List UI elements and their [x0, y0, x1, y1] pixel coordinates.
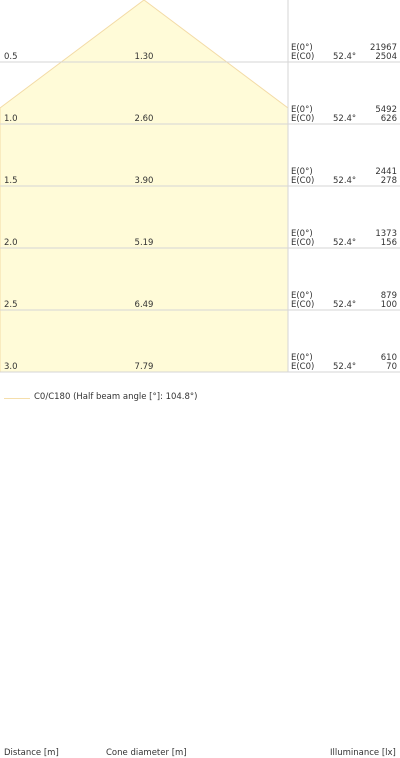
illuminance-c0-value: 70 — [386, 362, 397, 372]
illuminance-c0-value: 626 — [381, 114, 397, 124]
illuminance-max-value: 2441 — [375, 167, 397, 177]
illuminance-c0-label: E(C0) — [291, 300, 314, 310]
illuminance-c0-label: E(C0) — [291, 362, 314, 372]
illuminance-header: Illuminance [lx] — [330, 748, 396, 758]
illuminance-max-label: E(0°) — [291, 229, 313, 239]
half-angle-value: 52.4° — [333, 114, 356, 124]
illuminance-c0-label: E(C0) — [291, 176, 314, 186]
distance-value: 1.0 — [4, 114, 18, 124]
distance-value: 1.5 — [4, 176, 18, 186]
illuminance-max-value: 1373 — [375, 229, 397, 239]
distance-value: 3.0 — [4, 362, 18, 372]
half-angle-value: 52.4° — [333, 300, 356, 310]
cone-diameter-value: 7.79 — [135, 362, 154, 372]
illuminance-c0-label: E(C0) — [291, 238, 314, 248]
distance-header: Distance [m] — [4, 748, 59, 758]
illuminance-c0-label: E(C0) — [291, 52, 314, 62]
illuminance-max-value: 21967 — [370, 43, 397, 53]
cone-diameter-value: 1.30 — [135, 52, 154, 62]
half-angle-value: 52.4° — [333, 362, 356, 372]
illuminance-max-label: E(0°) — [291, 291, 313, 301]
illuminance-c0-value: 278 — [381, 176, 397, 186]
illuminance-max-value: 5492 — [375, 105, 397, 115]
illuminance-max-label: E(0°) — [291, 105, 313, 115]
cone-diameter-value: 5.19 — [135, 238, 154, 248]
cone-diameter-value: 3.90 — [135, 176, 154, 186]
half-angle-value: 52.4° — [333, 176, 356, 186]
illuminance-c0-value: 100 — [381, 300, 397, 310]
legend-label: C0/C180 (Half beam angle [°]: 104.8°) — [34, 392, 198, 402]
illuminance-max-label: E(0°) — [291, 167, 313, 177]
illuminance-max-label: E(0°) — [291, 43, 313, 53]
illuminance-c0-value: 156 — [381, 238, 397, 248]
cone-diameter-value: 6.49 — [135, 300, 154, 310]
cone-diameter-header: Cone diameter [m] — [106, 748, 187, 758]
illuminance-c0-label: E(C0) — [291, 114, 314, 124]
illuminance-max-label: E(0°) — [291, 353, 313, 363]
half-angle-value: 52.4° — [333, 52, 356, 62]
distance-value: 2.5 — [4, 300, 18, 310]
distance-value: 0.5 — [4, 52, 18, 62]
illuminance-max-value: 879 — [381, 291, 397, 301]
illuminance-c0-value: 2504 — [375, 52, 397, 62]
half-angle-value: 52.4° — [333, 238, 356, 248]
illuminance-max-value: 610 — [381, 353, 397, 363]
legend-swatch — [4, 398, 30, 399]
distance-value: 2.0 — [4, 238, 18, 248]
cone-diameter-value: 2.60 — [135, 114, 154, 124]
